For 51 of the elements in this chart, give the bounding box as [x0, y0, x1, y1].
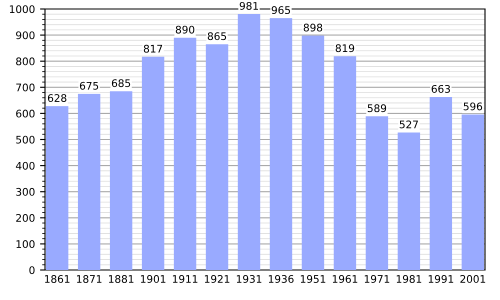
bar	[46, 106, 68, 270]
y-tick-label: 600	[16, 110, 35, 118]
data-label: 865	[208, 32, 226, 40]
data-label: 819	[336, 44, 354, 52]
y-tick-label: 100	[16, 240, 35, 248]
x-tick-label: 1911	[172, 275, 198, 283]
x-tick-label: 1871	[77, 275, 102, 283]
data-label: 663	[432, 84, 450, 93]
data-label: 981	[240, 2, 258, 10]
x-tick-label: 1951	[300, 275, 326, 283]
y-tick-label: 900	[16, 31, 35, 40]
data-label: 675	[80, 82, 98, 90]
bar	[110, 91, 132, 270]
x-tick-label: 1921	[204, 275, 230, 283]
y-tick-label: 700	[16, 84, 35, 92]
data-label: 527	[400, 120, 418, 128]
data-label: 589	[368, 104, 386, 112]
y-tick-label: 500	[16, 136, 35, 144]
bar	[238, 14, 260, 270]
x-tick-label: 1981	[396, 275, 422, 283]
y-tick-label: 1000	[10, 5, 35, 14]
x-tick-label: 1881	[108, 275, 134, 283]
data-label: 817	[144, 44, 162, 53]
x-tick-label: 1961	[332, 275, 358, 283]
bar	[270, 18, 292, 270]
data-label: 965	[272, 6, 290, 14]
bar	[302, 36, 324, 270]
y-tick-label: 800	[16, 57, 35, 66]
data-label: 596	[464, 102, 482, 110]
data-label: 898	[304, 24, 322, 32]
x-tick-label: 1991	[428, 275, 454, 283]
bar	[206, 44, 228, 270]
bar	[142, 56, 164, 270]
data-label: 685	[112, 79, 130, 88]
x-tick-label: 1861	[45, 275, 70, 283]
data-label: 628	[48, 94, 66, 102]
y-tick-label: 0	[29, 266, 35, 274]
y-tick-label: 400	[16, 162, 35, 170]
y-tick-label: 200	[16, 214, 35, 222]
x-tick-label: 1936	[268, 275, 294, 283]
y-tick-label: 300	[16, 188, 35, 196]
bar	[430, 96, 452, 270]
x-tick-label: 1901	[140, 275, 166, 283]
x-tick-label: 1931	[236, 275, 262, 283]
data-label: 890	[176, 26, 194, 34]
bar	[334, 56, 356, 270]
bar	[398, 132, 420, 270]
x-tick-label: 1971	[364, 275, 390, 283]
bar	[174, 38, 196, 270]
x-tick-label: 2001	[460, 275, 486, 283]
bar	[366, 116, 388, 270]
